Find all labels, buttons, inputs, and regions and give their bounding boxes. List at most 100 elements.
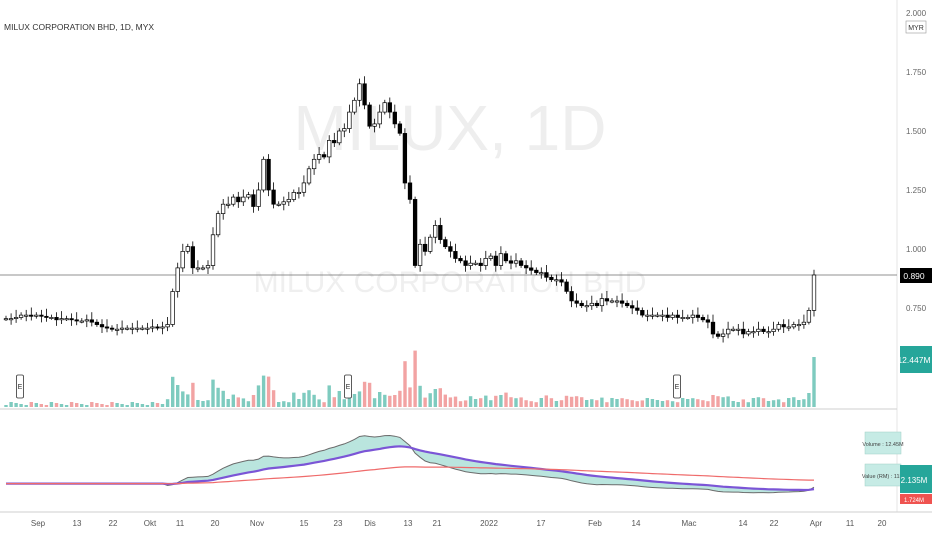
candle-body: [276, 203, 281, 206]
volume-bar: [797, 400, 801, 407]
volume-bar: [408, 387, 412, 407]
volume-bar: [428, 393, 432, 407]
candle-body: [407, 182, 413, 200]
candle-body: [286, 199, 291, 203]
volume-bar: [4, 405, 8, 407]
volume-bar: [554, 401, 559, 407]
candle-body: [493, 255, 498, 266]
volume-bar: [266, 376, 271, 407]
volume-bar: [635, 401, 639, 407]
volume-bar: [766, 401, 771, 407]
volume-bar: [706, 401, 710, 407]
candle-body: [619, 300, 625, 304]
volume-bar: [494, 395, 498, 407]
time-tick-label: 17: [537, 519, 546, 528]
candle-body: [392, 111, 397, 125]
volume-bar: [640, 400, 644, 407]
candle-body: [231, 196, 236, 205]
candle-body: [54, 317, 59, 321]
candle-body: [589, 302, 594, 307]
candle-body: [185, 246, 190, 252]
candle-body: [150, 326, 155, 329]
candle-body: [786, 326, 791, 329]
volume-bar: [585, 400, 589, 407]
volume-bar: [49, 402, 54, 407]
volume-bar: [206, 400, 210, 407]
candle-body: [382, 102, 387, 113]
candle-body: [311, 158, 317, 170]
candle-body: [89, 319, 94, 323]
candle-body: [518, 260, 524, 266]
volume-bar: [95, 403, 99, 407]
candle-body: [109, 327, 115, 330]
candle-body: [39, 314, 44, 317]
volume-bar: [660, 401, 665, 407]
volume-bar: [287, 402, 291, 407]
candle-body: [327, 140, 332, 158]
candle-body: [756, 328, 761, 332]
candle-body: [281, 201, 286, 205]
volume-bar: [383, 394, 387, 407]
volume-bar: [24, 405, 28, 407]
volume-bar: [236, 397, 240, 407]
candle-body: [251, 194, 256, 207]
candle-body: [190, 246, 195, 269]
candle-body: [3, 318, 9, 321]
earnings-marker[interactable]: [16, 374, 24, 399]
candle-body: [508, 260, 514, 264]
volume-bar: [514, 398, 518, 407]
price-tick-label: 1.000: [906, 245, 927, 254]
earnings-marker[interactable]: [673, 374, 681, 399]
volume-bar: [751, 398, 756, 407]
volume-bar: [176, 385, 180, 407]
candle-body: [226, 203, 231, 206]
candle-body: [746, 331, 751, 335]
candle-body: [79, 320, 84, 323]
candle-body: [448, 246, 453, 252]
candle-body: [650, 314, 655, 317]
volume-badge-text: 12.447M: [897, 355, 930, 365]
candle-body: [781, 324, 786, 328]
candle-body: [256, 189, 261, 207]
volume-bar: [150, 402, 155, 407]
candle-body: [160, 326, 165, 329]
candle-body: [24, 314, 29, 317]
candle-body: [483, 258, 488, 266]
current-price-badge: [900, 268, 932, 283]
volume-bar: [297, 399, 301, 407]
candle-body: [18, 314, 24, 318]
candle-body: [165, 324, 170, 328]
indicator-value2-badge: [900, 494, 932, 504]
volume-bar: [812, 357, 816, 407]
volume-bar: [771, 400, 776, 407]
volume-bar: [342, 399, 346, 407]
candle-body: [34, 314, 39, 317]
time-tick-label: Apr: [810, 519, 823, 528]
candle-body: [478, 262, 483, 266]
volume-bar: [484, 395, 488, 407]
currency-label-box[interactable]: [905, 20, 927, 34]
volume-bar: [650, 399, 655, 407]
candle-body: [710, 321, 716, 335]
candle-body: [594, 302, 600, 307]
candle-body: [524, 265, 529, 269]
candle-body: [458, 258, 463, 262]
volume-bar: [473, 399, 478, 407]
volume-bar: [615, 399, 619, 407]
candle-body: [49, 317, 54, 319]
candle-body: [301, 182, 307, 193]
candle-body: [665, 314, 670, 318]
earnings-marker[interactable]: [344, 374, 352, 399]
candle-body: [29, 314, 34, 317]
volume-bar: [100, 404, 104, 407]
volume-bar: [696, 399, 700, 407]
volume-bar: [216, 387, 220, 407]
candle-body: [321, 154, 327, 158]
candle-body: [599, 298, 605, 307]
volume-bar: [125, 405, 129, 407]
candle-body: [690, 314, 695, 318]
volume-bar: [271, 390, 276, 407]
volume-bar: [59, 404, 64, 407]
